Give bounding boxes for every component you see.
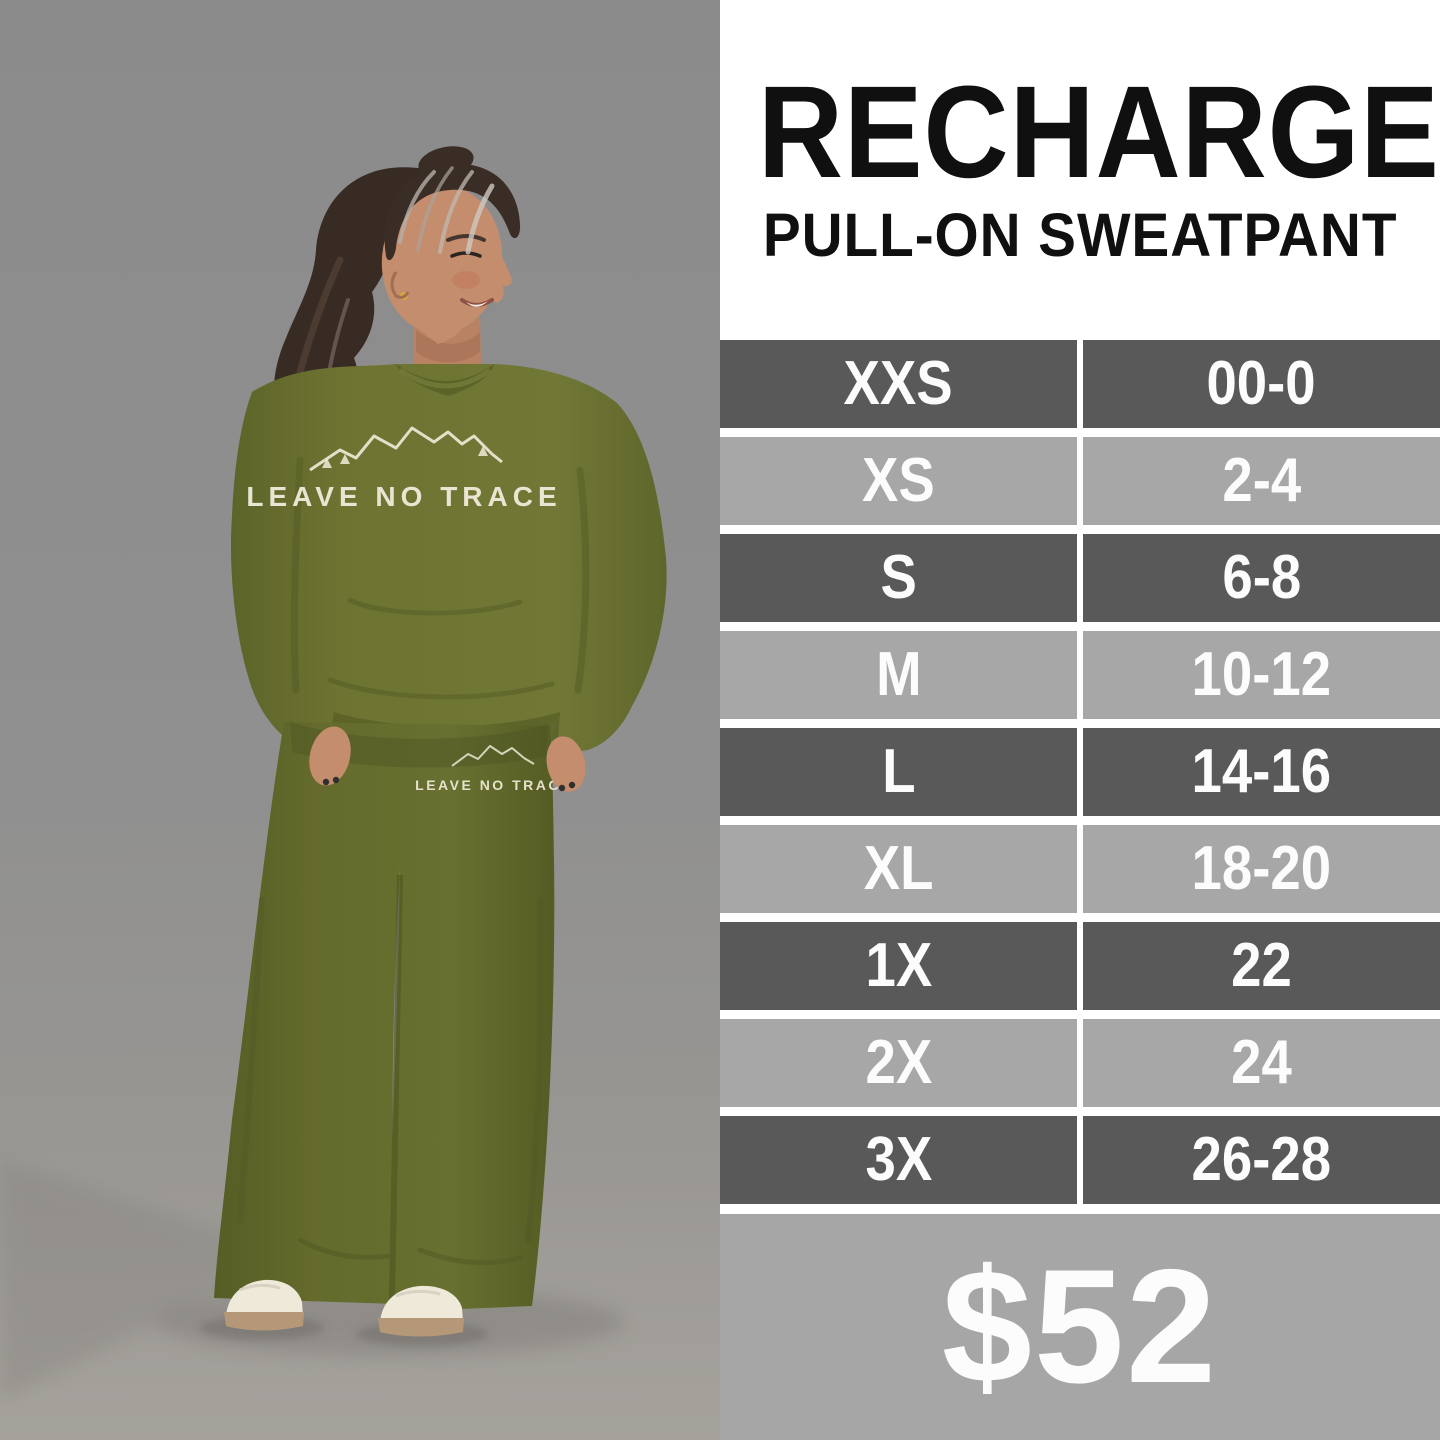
product-subtitle-text: PULL-ON SWEATPANT xyxy=(762,201,1398,269)
crown-hair xyxy=(384,163,521,261)
size-label-cell: M xyxy=(720,631,1077,719)
size-chart-row: 3X 26-28 xyxy=(720,1116,1440,1204)
size-range-cell: 18-20 xyxy=(1083,825,1440,913)
right-shoe xyxy=(378,1285,464,1337)
right-hand xyxy=(309,726,351,786)
left-shoe xyxy=(224,1279,304,1331)
size-chart-row: XS 2-4 xyxy=(720,437,1440,525)
info-panel: RECHARGE PULL-ON SWEATPANT XXS 00-0 XS 2… xyxy=(720,0,1440,1440)
size-range-cell: 14-16 xyxy=(1083,728,1440,816)
shirt-print: LEAVE NO TRACE xyxy=(246,426,561,512)
product-title: RECHARGE xyxy=(720,66,1440,197)
size-chart-row: S 6-8 xyxy=(720,534,1440,622)
size-range-cell: 24 xyxy=(1083,1019,1440,1107)
size-range-cell: 6-8 xyxy=(1083,534,1440,622)
size-range-cell: 00-0 xyxy=(1083,340,1440,428)
left-hand xyxy=(546,736,586,792)
pants-folds xyxy=(237,897,544,1265)
size-label-cell: XL xyxy=(720,825,1077,913)
size-chart-row: XXS 00-0 xyxy=(720,340,1440,428)
size-chart-row: 1X 22 xyxy=(720,922,1440,1010)
size-label: L xyxy=(881,737,916,806)
ponytail-base xyxy=(418,146,474,178)
size-label: XL xyxy=(863,834,934,903)
nose-profile xyxy=(488,238,512,303)
product-subtitle: PULL-ON SWEATPANT xyxy=(720,205,1440,266)
model-illustration: LEAVE NO TRACE LEAVE NO TRACE xyxy=(0,0,720,1440)
size-label-cell: XXS xyxy=(720,340,1077,428)
size-chart-row: L 14-16 xyxy=(720,728,1440,816)
size-chart-row: XL 18-20 xyxy=(720,825,1440,913)
price-text: $52 xyxy=(941,1236,1219,1417)
pants-crease xyxy=(389,874,403,1301)
size-range-cell: 26-28 xyxy=(1083,1116,1440,1204)
sweatshirt-folds xyxy=(290,456,590,700)
size-range: 00-0 xyxy=(1206,349,1317,418)
size-label-cell: S xyxy=(720,534,1077,622)
pants-mountain-graphic xyxy=(451,745,535,767)
floor-shadow-left xyxy=(0,1160,300,1400)
sweatpants xyxy=(214,722,555,1312)
size-range: 10-12 xyxy=(1191,640,1332,709)
eyebrow xyxy=(446,234,486,242)
size-label-cell: L xyxy=(720,728,1077,816)
size-label: XXS xyxy=(843,349,954,418)
ear xyxy=(390,271,410,299)
jaw xyxy=(420,300,470,344)
product-photo: LEAVE NO TRACE LEAVE NO TRACE xyxy=(0,0,720,1440)
size-label-cell: 3X xyxy=(720,1116,1077,1204)
size-range-cell: 2-4 xyxy=(1083,437,1440,525)
shirt-print-text: LEAVE NO TRACE xyxy=(246,481,561,512)
blush xyxy=(452,271,480,289)
size-range: 24 xyxy=(1231,1028,1292,1097)
size-range: 6-8 xyxy=(1222,543,1301,612)
size-label: S xyxy=(880,543,917,612)
pants-print: LEAVE NO TRACE xyxy=(415,745,573,793)
size-label: 1X xyxy=(865,931,932,1000)
size-chart-row: M 10-12 xyxy=(720,631,1440,719)
size-label-cell: XS xyxy=(720,437,1077,525)
teeth xyxy=(466,301,488,307)
size-label-cell: 1X xyxy=(720,922,1077,1010)
grey-streaks xyxy=(324,166,495,394)
pants-print-text: LEAVE NO TRACE xyxy=(415,777,573,793)
price-banner: $52 xyxy=(720,1214,1440,1440)
size-chart-row: 2X 24 xyxy=(720,1019,1440,1107)
product-title-text: RECHARGE xyxy=(757,58,1440,205)
mountain-graphic xyxy=(309,426,503,472)
size-label-cell: 2X xyxy=(720,1019,1077,1107)
size-label: 3X xyxy=(865,1125,932,1194)
size-chart-table: XXS 00-0 XS 2-4 S 6-8 xyxy=(720,340,1440,1204)
size-range: 22 xyxy=(1231,931,1292,1000)
size-range-cell: 22 xyxy=(1083,922,1440,1010)
size-range: 26-28 xyxy=(1191,1125,1332,1194)
size-label: M xyxy=(875,640,922,709)
collar-rib xyxy=(398,367,492,389)
head xyxy=(381,186,512,344)
neck-shadow xyxy=(416,330,480,363)
size-label: XS xyxy=(862,446,935,515)
sweatshirt xyxy=(230,364,667,753)
size-label: 2X xyxy=(865,1028,932,1097)
size-range: 2-4 xyxy=(1222,446,1301,515)
pants-waist-shadow xyxy=(290,722,548,768)
size-range-cell: 10-12 xyxy=(1083,631,1440,719)
size-range: 18-20 xyxy=(1191,834,1332,903)
size-range: 14-16 xyxy=(1191,737,1332,806)
